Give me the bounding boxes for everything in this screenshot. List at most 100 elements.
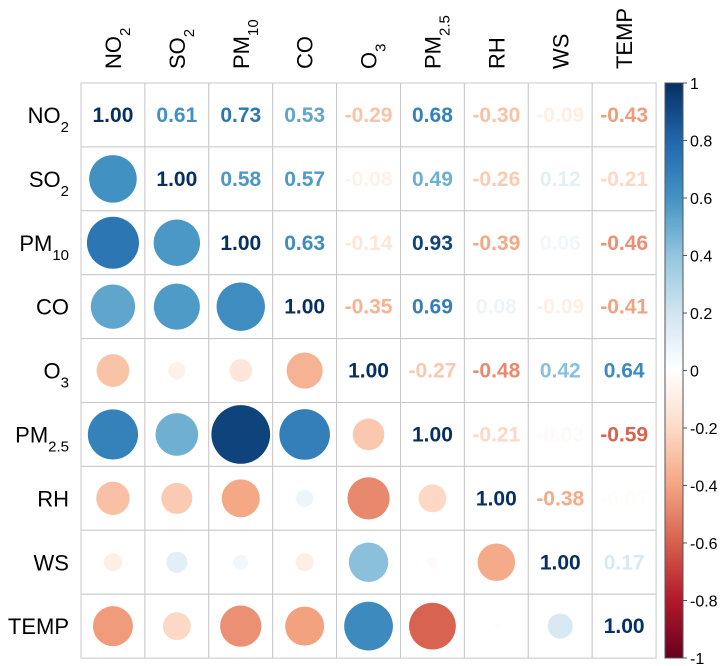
grid-cell [591,338,657,404]
corr-label-TEMP-TEMP: 1.00 [604,615,645,638]
grid-cell [272,274,338,340]
grid-cell [463,338,529,404]
corr-label-NO2-PM2.5: 0.68 [412,104,453,127]
corr-label-CO-CO: 1.00 [284,296,325,319]
row-label-NO2: NO2 [28,103,69,136]
grid-cell [208,338,274,404]
corr-label-O3-RH: -0.48 [472,360,520,383]
grid-cell [527,146,593,212]
grid-cell [208,146,274,212]
corr-label-CO-PM2.5: 0.69 [412,296,453,319]
corr-circle-WS-SO2 [166,551,188,573]
column-label-CO: CO [293,36,318,69]
row-label-SO2: SO2 [29,167,69,200]
corr-circle-CO-SO2 [153,283,200,330]
corr-circle-TEMP-O3 [344,601,393,651]
colorbar-tick-label: 0.2 [690,306,712,323]
colorbar-tick-label: 0.4 [690,249,712,266]
corr-label-CO-WS: -0.09 [536,296,584,319]
grid-cell [272,210,338,276]
corr-label-SO2-PM10: 0.58 [220,168,261,191]
corr-circle-WS-CO [295,553,314,572]
corr-label-PM10-TEMP: -0.46 [600,232,648,255]
corr-label-NO2-PM10: 0.73 [220,104,261,127]
colorbar-tick-label: 0.8 [690,134,712,151]
colorbar-tick-label: -0.2 [690,421,718,438]
colorbar-tick-label: -0.6 [690,536,718,553]
corr-label-PM2.5-TEMP: -0.59 [600,423,648,446]
grid-cell [591,402,657,467]
grid-cell [527,402,593,467]
corr-circle-O3-SO2 [168,361,186,380]
column-labels: NO2 SO2 PM10 CO O3 PM2.5 RH WS TEMP [101,8,637,69]
corr-circle-PM10-SO2 [153,219,201,266]
corr-label-NO2-TEMP: -0.43 [600,104,648,127]
row-label-PM10: PM10 [19,231,69,264]
corr-circle-RH-O3 [347,477,390,520]
grid-cell [400,402,465,467]
corr-label-PM10-PM2.5: 0.93 [412,232,453,255]
column-label-WS: WS [548,34,573,69]
corr-label-RH-WS: -0.38 [536,487,584,510]
column-label-PM10: PM10 [229,19,262,69]
corr-circle-RH-SO2 [161,482,193,514]
corr-circle-WS-O3 [348,542,389,582]
colorbar-gradient [664,82,684,659]
corr-circle-PM2.5-CO [279,409,330,460]
corr-circle-TEMP-WS [547,613,573,639]
corr-label-SO2-RH: -0.26 [472,168,520,191]
colorbar-tick-label: -0.8 [690,594,718,611]
corr-label-SO2-CO: 0.57 [284,168,325,191]
corr-label-PM10-O3: -0.14 [345,232,393,255]
corr-label-O3-O3: 1.00 [348,360,389,383]
corr-circle-PM10-NO2 [86,216,139,269]
corr-circle-WS-PM10 [233,554,249,570]
grid-cell [80,82,146,148]
corr-label-PM2.5-PM2.5: 1.00 [412,423,453,446]
grid-cell [400,82,465,148]
corr-label-NO2-NO2: 1.00 [93,104,134,127]
corr-label-PM10-CO: 0.63 [284,232,325,255]
corr-circle-TEMP-RH [493,623,500,630]
column-label-PM2.5: PM2.5 [420,15,453,69]
corr-label-O3-TEMP: 0.64 [604,360,645,383]
grid-cell [591,274,657,340]
corr-label-NO2-RH: -0.30 [472,104,520,127]
grid-cell [208,82,274,148]
grid-cell [591,210,657,276]
grid-cell [144,82,210,148]
corr-circle-O3-NO2 [96,354,130,387]
grid-cell [463,146,529,212]
corr-label-NO2-CO: 0.53 [284,104,325,127]
corr-label-CO-TEMP: -0.41 [600,296,648,319]
corr-label-SO2-O3: -0.08 [345,168,393,191]
corr-label-WS-WS: 1.00 [540,551,581,574]
corr-circle-RH-NO2 [96,481,130,516]
corr-label-SO2-WS: 0.12 [540,168,581,191]
corr-circle-PM2.5-SO2 [155,413,199,456]
corr-circle-TEMP-SO2 [162,612,191,641]
grid-cell [400,338,465,404]
corr-circle-WS-RH [477,543,516,582]
column-label-TEMP: TEMP [612,8,637,69]
row-label-PM2.5: PM2.5 [15,422,69,455]
grid-cell [463,465,529,531]
corr-label-PM10-PM10: 1.00 [220,232,261,255]
grid-cell [591,593,657,659]
corr-label-O3-WS: 0.42 [540,360,581,383]
corr-label-SO2-SO2: 1.00 [156,168,197,191]
column-label-NO2: NO2 [101,28,134,69]
grid-cell [527,82,593,148]
row-label-RH: RH [37,486,69,511]
colorbar-tick-label: -0.4 [690,479,718,496]
corr-circle-CO-NO2 [90,284,136,329]
corr-label-WS-TEMP: 0.17 [604,551,645,574]
corr-circle-WS-NO2 [103,553,123,572]
column-label-SO2: SO2 [165,29,198,69]
corr-label-SO2-PM2.5: 0.49 [412,168,453,191]
corr-label-NO2-O3: -0.29 [345,104,393,127]
row-label-CO: CO [36,295,69,320]
corr-circle-O3-PM10 [229,359,253,382]
row-label-WS: WS [34,550,69,575]
